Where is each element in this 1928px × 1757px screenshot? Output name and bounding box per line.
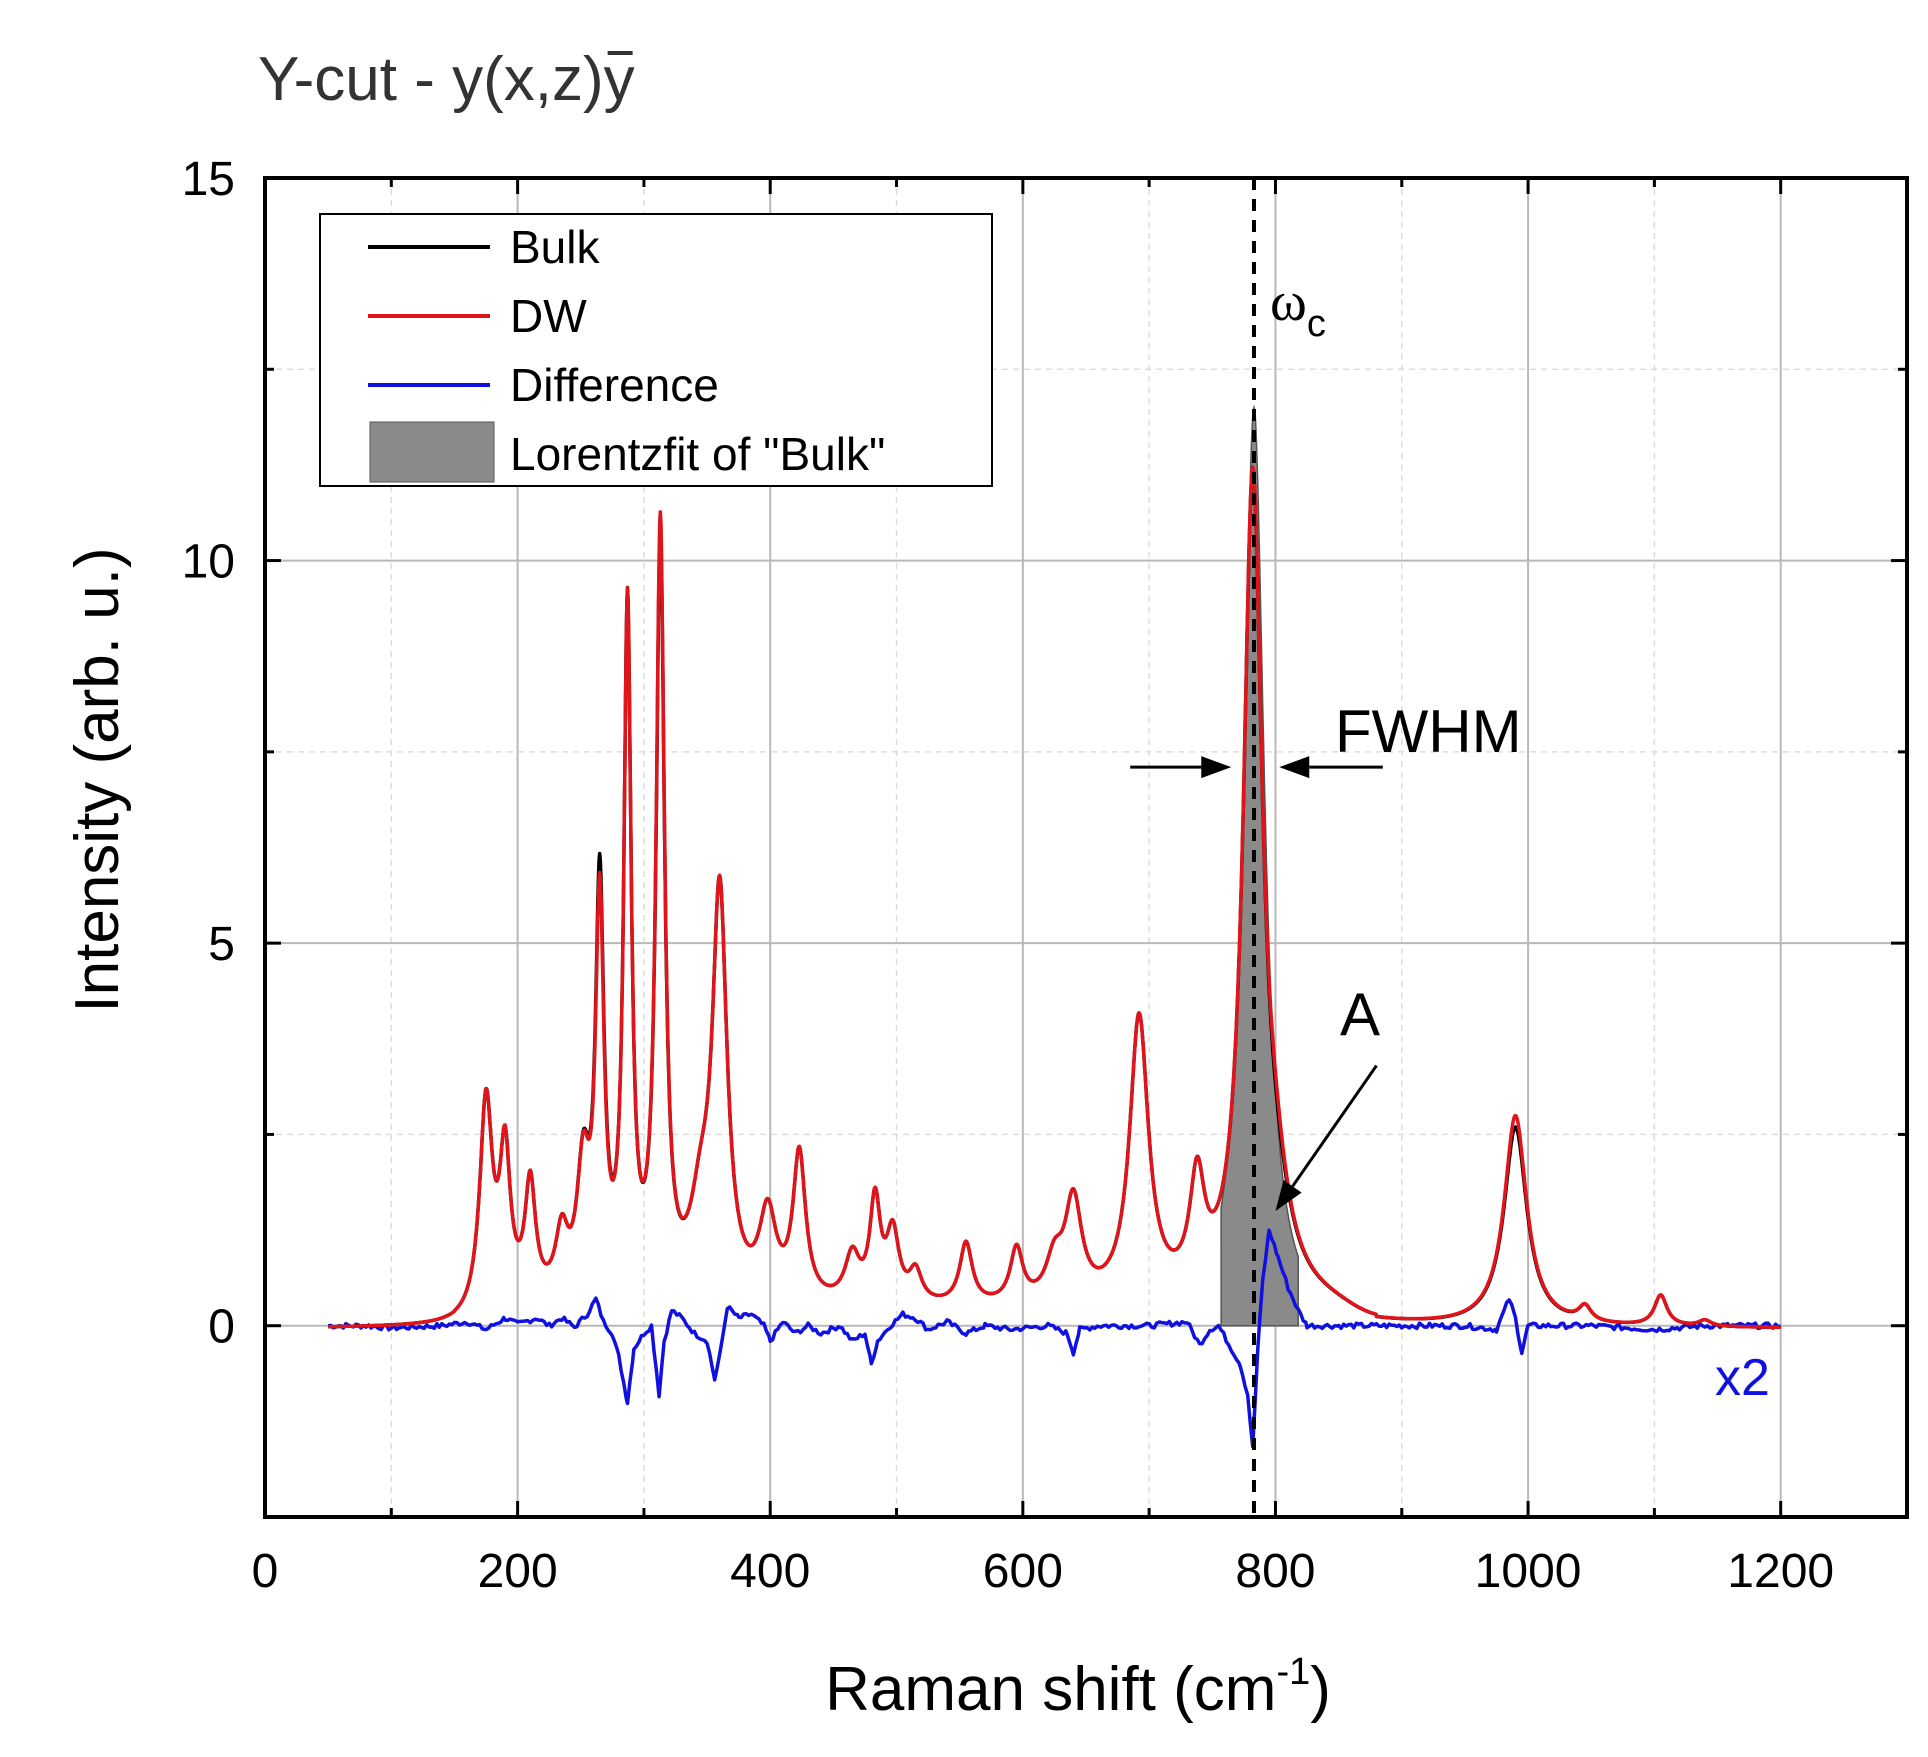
chart-title-prefix: Y-cut - y(x,z) [258, 45, 604, 114]
y-tick-label: 5 [208, 918, 235, 971]
x-tick-label: 0 [252, 1545, 279, 1598]
x-axis-title-main: Raman shift (cm [825, 1655, 1276, 1724]
x-axis-title: Raman shift (cm-1) [825, 1651, 1331, 1724]
omega-c-label: ωc [1270, 271, 1326, 345]
x-tick-label: 600 [983, 1545, 1063, 1598]
fwhm-arrow-right [1279, 756, 1383, 779]
plot-frame [263, 176, 1909, 1519]
x-tick-label: 800 [1235, 1545, 1315, 1598]
x-axis-title-suffix: ) [1310, 1655, 1331, 1724]
fwhm-arrow-right-head [1279, 756, 1310, 779]
axis-ticks: 0 200 400 600 800 1000 1200 0 5 10 15 [182, 153, 1907, 1598]
y-axis-title: Intensity (arb. u.) [63, 547, 132, 1012]
fwhm-arrow-left [1130, 756, 1232, 779]
chart-title: Y-cut - y(x,z)y [258, 45, 635, 114]
series-layer [327, 465, 1782, 1449]
x-tick-label: 1200 [1727, 1545, 1834, 1598]
fwhm-arrows [1130, 756, 1383, 779]
series-dw [327, 465, 1782, 1330]
difference-scale-label: x2 [1715, 1349, 1770, 1407]
y-tick-label: 0 [208, 1301, 235, 1354]
omega-subscript: c [1307, 303, 1326, 345]
series-difference [327, 1228, 1782, 1449]
a-arrow-line-shaft [1291, 1064, 1378, 1188]
y-tick-label: 10 [182, 536, 235, 589]
grid [265, 178, 1907, 1517]
fwhm-arrow-left-head [1201, 756, 1232, 779]
legend-label-difference: Difference [510, 359, 719, 411]
legend-label-lorentz: Lorentzfit of "Bulk" [510, 428, 885, 480]
y-tick-label: 15 [182, 153, 235, 206]
legend: Bulk DW Difference Lorentzfit of "Bulk" [319, 213, 993, 487]
fwhm-label: FWHM [1335, 698, 1522, 765]
chart-title-bar-letter: y [604, 45, 635, 114]
legend-label-bulk: Bulk [510, 221, 600, 273]
legend-swatch-lorentz [369, 421, 495, 483]
a-arrow-line [1275, 1064, 1378, 1211]
x-axis-title-sup: -1 [1276, 1651, 1310, 1693]
legend-label-dw: DW [510, 290, 587, 342]
peak-a-arrow [1275, 1064, 1378, 1211]
peak-a-label: A [1340, 981, 1380, 1048]
x-tick-label: 1000 [1475, 1545, 1582, 1598]
x-tick-label: 400 [730, 1545, 810, 1598]
omega-symbol: ω [1270, 271, 1307, 333]
x-tick-label: 200 [478, 1545, 558, 1598]
a-arrow-line-head [1275, 1180, 1302, 1211]
